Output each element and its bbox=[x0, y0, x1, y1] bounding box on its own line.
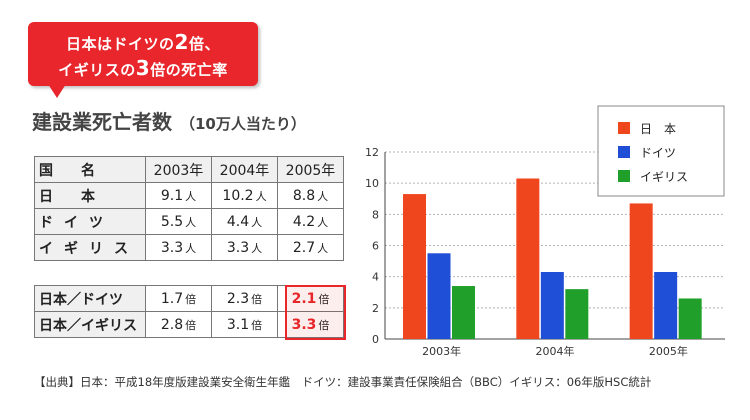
legend-swatch bbox=[618, 122, 630, 134]
value-cell: 5.5 人 bbox=[145, 208, 212, 235]
y-tick-label: 4 bbox=[372, 271, 379, 284]
callout-tail bbox=[48, 84, 66, 98]
y-tick-label: 6 bbox=[372, 240, 379, 253]
bar bbox=[452, 286, 475, 339]
bar bbox=[403, 194, 426, 339]
table-row: 日 本 9.1 人 10.2 人 8.8 人 bbox=[34, 182, 344, 209]
country-cell: イギリス bbox=[34, 234, 146, 261]
bar bbox=[565, 289, 589, 339]
header-2003: 2003年 bbox=[145, 156, 212, 183]
callout-bubble: 日本はドイツの2倍、 イギリスの3倍の死亡率 bbox=[28, 22, 258, 98]
legend-swatch bbox=[618, 146, 630, 158]
legend-label: 日 本 bbox=[640, 122, 676, 136]
value-cell: 9.1 人 bbox=[145, 182, 212, 209]
table-row: 日本／ドイツ 1.7 倍 2.3 倍 2.1 倍 bbox=[34, 285, 344, 312]
value-cell: 4.4 人 bbox=[211, 208, 278, 235]
value-cell: 3.1 倍 bbox=[211, 311, 278, 338]
table-row: ドイツ 5.5 人 4.4 人 4.2 人 bbox=[34, 208, 344, 235]
page-subtitle: （10万人当たり） bbox=[180, 115, 306, 133]
bar bbox=[427, 253, 451, 339]
value-cell: 1.7 倍 bbox=[145, 285, 212, 312]
bar bbox=[516, 178, 540, 339]
ratio-label-cell: 日本／ドイツ bbox=[34, 285, 146, 312]
country-cell: 日 本 bbox=[34, 182, 146, 209]
y-tick-label: 2 bbox=[372, 302, 379, 315]
highlight-box bbox=[285, 285, 346, 340]
ratio-table: 日本／ドイツ 1.7 倍 2.3 倍 2.1 倍 日本／イギリス 2.8 倍 3.1 倍 … bbox=[34, 285, 344, 338]
page-title: 建設業死亡者数 （10万人当たり） bbox=[32, 110, 306, 134]
value-cell: 3.3 人 bbox=[145, 234, 212, 261]
header-2004: 2004年 bbox=[211, 156, 278, 183]
table-header-row: 国 名 2003年 2004年 2005年 bbox=[34, 156, 344, 183]
value-cell: 10.2 人 bbox=[211, 182, 278, 209]
x-tick-label: 2003年 bbox=[422, 344, 461, 358]
value-cell: 8.8 人 bbox=[277, 182, 344, 209]
x-tick-label: 2004年 bbox=[536, 344, 575, 358]
y-tick-label: 0 bbox=[372, 333, 379, 346]
header-2005: 2005年 bbox=[277, 156, 344, 183]
bar bbox=[629, 203, 653, 339]
bar bbox=[540, 271, 564, 339]
ratio-label-cell: 日本／イギリス bbox=[34, 311, 146, 338]
bar bbox=[654, 271, 678, 339]
highlight-value-cell: 3.3 倍 bbox=[277, 311, 344, 338]
legend-label: イギリス bbox=[640, 170, 688, 184]
value-cell: 4.2 人 bbox=[277, 208, 344, 235]
legend-label: ドイツ bbox=[640, 146, 676, 160]
y-tick-label: 12 bbox=[365, 146, 379, 159]
callout-line-1: 日本はドイツの2倍、 bbox=[66, 30, 220, 54]
legend-swatch bbox=[618, 170, 630, 182]
value-cell: 2.7 人 bbox=[277, 234, 344, 261]
bar bbox=[678, 298, 702, 339]
header-country: 国 名 bbox=[34, 156, 146, 183]
value-cell: 2.8 倍 bbox=[145, 311, 212, 338]
y-tick-label: 10 bbox=[365, 177, 379, 190]
fatality-table: 国 名 2003年 2004年 2005年 日 本 9.1 人 10.2 人 8.8… bbox=[34, 156, 344, 261]
table-row: 日本／イギリス 2.8 倍 3.1 倍 3.3 倍 bbox=[34, 311, 344, 338]
value-cell: 3.3 人 bbox=[211, 234, 278, 261]
callout-line-2: イギリスの3倍の死亡率 bbox=[58, 56, 228, 80]
table-row: イギリス 3.3 人 3.3 人 2.7 人 bbox=[34, 234, 344, 261]
x-tick-label: 2005年 bbox=[649, 344, 688, 358]
y-tick-label: 8 bbox=[372, 208, 379, 221]
country-cell: ドイツ bbox=[34, 208, 146, 235]
source-note: 【出典】日本：平成18年度版建設業安全衛生年鑑 ドイツ：建設事業責任保険組合（B… bbox=[34, 375, 652, 389]
value-cell: 2.3 倍 bbox=[211, 285, 278, 312]
